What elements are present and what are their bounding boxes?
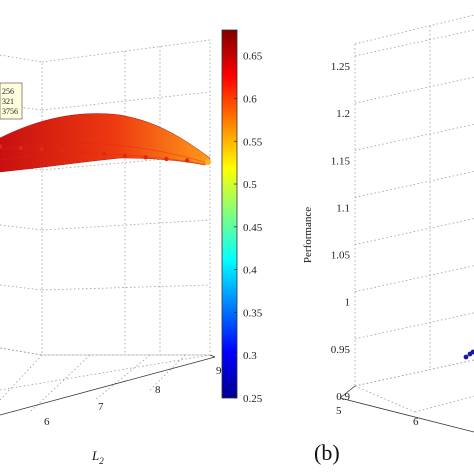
b-gridline [354,123,474,151]
colorbar-tick-label: 0.65 [243,51,263,63]
x-axis-label-main: L [91,448,99,463]
b-gridline [354,29,474,57]
ridge-point [205,159,211,165]
ridge-point [81,150,86,155]
datatip-line-2: 321 [2,97,14,106]
b-gridline [354,171,474,198]
panel-b-3d-box [339,14,474,433]
colorbar-tick-label: 0.6 [243,93,257,105]
ridge-point [60,148,65,153]
b-y-tick-label: 1.15 [331,155,351,167]
b-y-tick-label: 1.1 [336,202,350,214]
b-gridline [354,359,474,387]
colorbar-tick-label: 0.55 [243,136,263,148]
x-axis-label: L2 [91,448,104,466]
ridge-markers [0,144,211,165]
x-tick-9: 9 [216,365,222,377]
x-tick-6: 6 [44,416,50,428]
panel-b-gridlines [354,29,474,387]
ridge-point [0,144,3,149]
ridge-point [143,155,148,160]
b-x-tick-6: 6 [413,416,419,428]
panel-a-3d-box [0,39,216,416]
b-gridline [354,265,474,293]
colorbar: 0.65 0.6 0.55 0.5 0.45 0.4 0.35 0.3 0.25 [221,29,263,405]
b-y-tick-label: 1.25 [331,61,351,73]
panel-b-y-ticks: 1.25 1.2 1.15 1.1 1.05 1 0.95 0.9 [331,61,351,403]
b-gridline [354,312,474,340]
panel-b-points [463,349,474,360]
datatip-box[interactable]: 256 321 3756 [0,82,23,120]
colorbar-tick-label: 0.3 [243,350,257,362]
b-y-tick-label: 1 [345,297,351,309]
ridge-point [122,153,128,158]
ridge-point [18,145,23,151]
colorbar-tick-label: 0.35 [243,307,263,319]
scatter-point [463,354,469,360]
scatter-point [470,349,474,355]
datatip-line-1: 256 [2,87,14,96]
colorbar-tick-label: 0.5 [243,179,257,191]
colorbar-tick-label: 0.45 [243,222,263,234]
b-y-tick-label: 0.9 [336,391,350,403]
colorbar-tick-label: 0.25 [243,393,263,405]
panel-a-x-ticks: 6 7 8 9 [44,365,222,428]
panel-b-scatter-plot: 1.25 1.2 1.15 1.1 1.05 1 0.95 0.9 Performance 5… [302,14,474,433]
b-x-tick-5: 5 [336,405,342,417]
colorbar-scale [221,29,238,399]
x-tick-7: 7 [98,401,104,413]
x-axis-label-subscript: 2 [99,456,104,466]
ridge-point [39,147,44,152]
datatip-line-3: 3756 [2,107,18,116]
b-gridline [354,218,474,245]
ridge-point [101,151,107,157]
surface-mesh [0,113,211,173]
colorbar-tick-label: 0.4 [243,265,257,277]
b-gridline [354,76,474,104]
b-y-tick-label: 1.05 [331,250,351,262]
y-axis-label-performance: Performance [302,207,314,263]
x-tick-8: 8 [155,384,161,396]
ridge-point [164,156,169,162]
b-y-tick-label: 0.95 [331,344,351,356]
panel-label-b: (b) [314,440,340,465]
colorbar-ticks: 0.65 0.6 0.55 0.5 0.45 0.4 0.35 0.3 0.25 [234,51,263,405]
b-y-tick-label: 1.2 [336,108,350,120]
panel-a-surface-plot: 256 321 3756 6 7 8 9 L2 0.650.60.550.50.… [0,29,263,466]
ridge-point [185,158,190,163]
